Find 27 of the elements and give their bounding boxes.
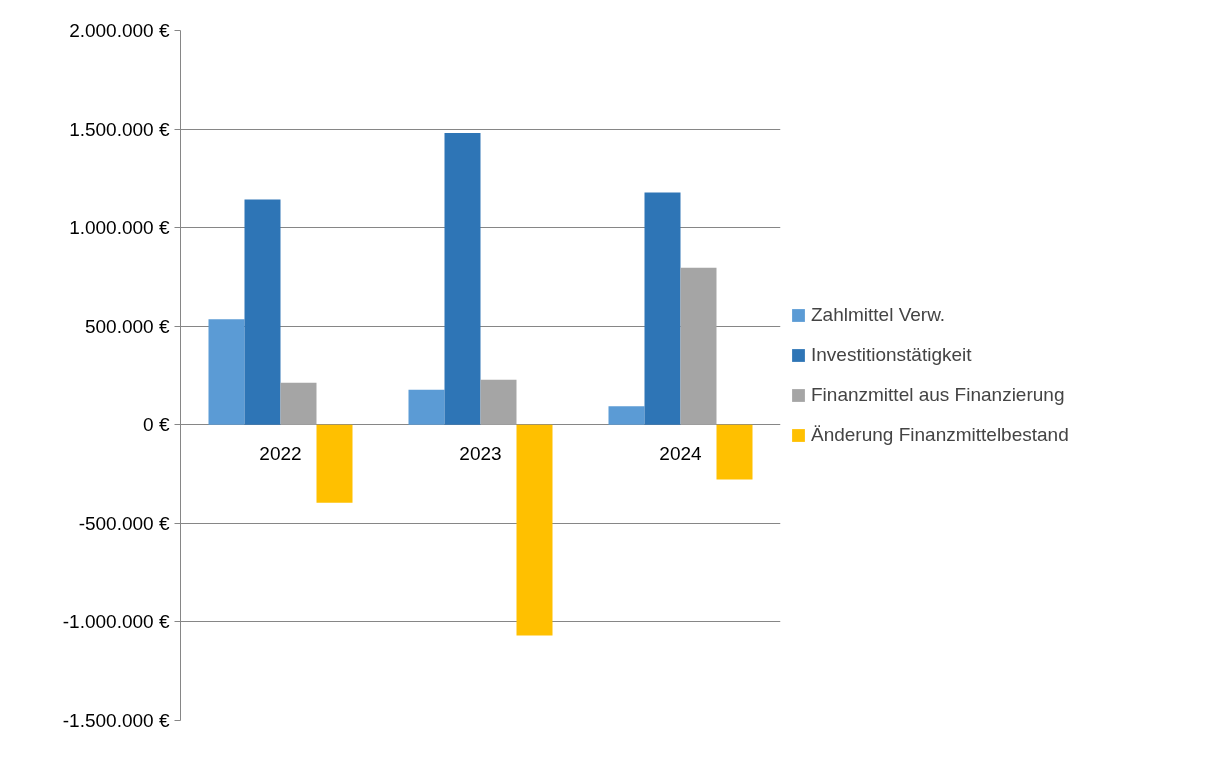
bar [208,319,245,425]
x-tick-label: 2023 [459,442,502,464]
y-tick-label: 1.500.000 € [69,118,170,140]
bar [608,406,645,425]
y-tick-label: 500.000 € [84,315,170,337]
bar [516,424,553,636]
y-tick-label: -500.000 € [78,512,170,534]
legend-label: Finanzmittel aus Finanzierung [811,384,1065,406]
bar [444,133,481,425]
bar [644,192,681,425]
legend-label: Investitionstätigkeit [811,344,972,366]
legend-label: Änderung Finanzmittelbestand [811,424,1069,446]
y-tick-label: -1.000.000 € [62,611,170,633]
bar [680,267,717,425]
x-tick-label: 2022 [259,442,302,464]
y-tick-label: 1.000.000 € [69,217,170,239]
y-tick-label: -1.500.000 € [62,710,170,731]
bar [244,199,281,425]
x-tick-label: 2024 [659,442,703,464]
bar [408,389,445,425]
bar [716,424,753,480]
bar [280,382,317,425]
bar [480,379,517,425]
bar [316,424,353,503]
y-tick-label: 0 € [143,414,170,436]
y-tick-label: 2.000.000 € [69,20,170,41]
legend-label: Zahlmittel Verw. [811,304,946,326]
